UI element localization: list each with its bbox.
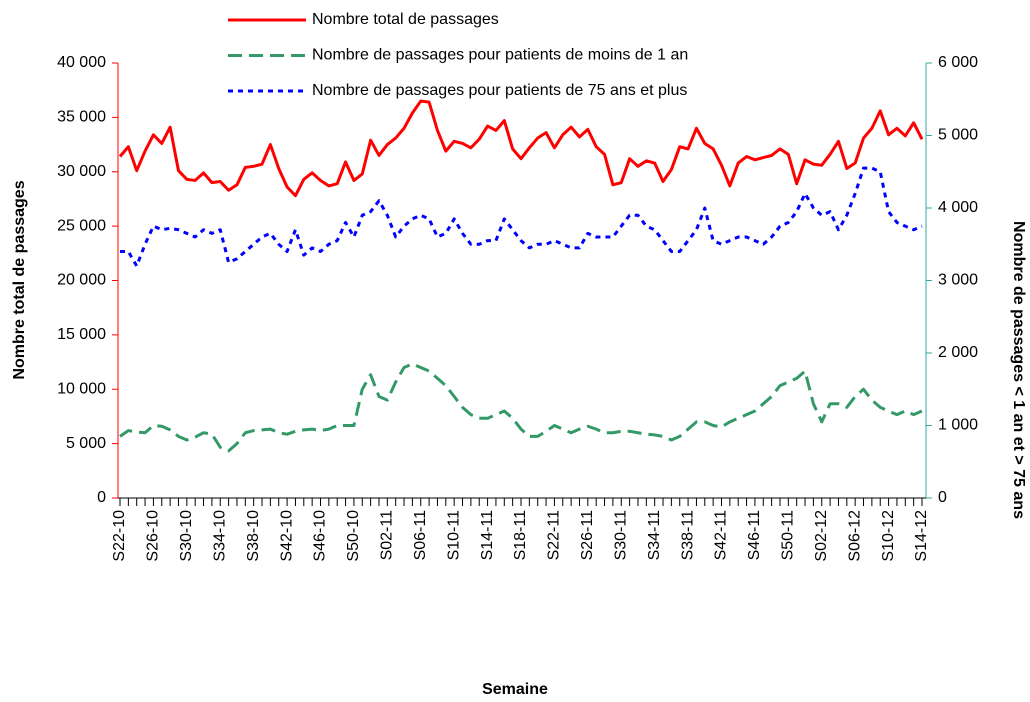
series-line: [118, 99, 924, 198]
x-tick-label: S06-12: [846, 510, 863, 562]
x-tick-label: S22-11: [546, 510, 563, 561]
x-tick-label: S46-10: [312, 510, 329, 562]
y-tick-label: 40 000: [57, 54, 106, 71]
series-line: [119, 362, 923, 453]
x-tick-label: S46-11: [746, 510, 763, 561]
y2-tick-label: 3 000: [938, 272, 978, 289]
x-tick-label: S42-11: [713, 510, 730, 561]
x-tick-label: S02-12: [813, 510, 830, 562]
y2-tick-label: 2 000: [938, 344, 978, 361]
y-tick-label: 15 000: [57, 326, 106, 343]
y2-tick-label: 6 000: [938, 54, 978, 71]
y-tick-label: 30 000: [57, 163, 106, 180]
x-tick-label: S34-10: [211, 510, 228, 562]
legend-label: Nombre de passages pour patients de 75 a…: [312, 82, 687, 99]
series-line: [120, 166, 923, 268]
y-tick-label: 25 000: [57, 217, 106, 234]
x-tick-label: S14-11: [479, 510, 496, 561]
x-tick-label: S26-10: [145, 510, 162, 562]
x-tick-label: S42-10: [278, 510, 295, 562]
y2-tick-label: 0: [938, 489, 947, 506]
y2-tick-label: 5 000: [938, 127, 978, 144]
x-tick-label: S26-11: [579, 510, 596, 561]
x-tick-label: S30-10: [178, 510, 195, 562]
x-tick-label: S10-11: [445, 510, 462, 561]
x-tick-label: S30-11: [612, 510, 629, 561]
x-tick-label: S38-10: [245, 510, 262, 562]
x-axis-title: Semaine: [482, 681, 548, 698]
x-tick-label: S50-10: [345, 510, 362, 562]
x-tick-label: S50-11: [780, 510, 797, 561]
y-axis-title: Nombre total de passages: [11, 180, 28, 379]
x-tick-label: S18-11: [512, 510, 529, 561]
x-tick-label: S34-11: [646, 510, 663, 561]
x-tick-label: S02-11: [379, 510, 396, 561]
y-tick-label: 5 000: [66, 435, 106, 452]
legend-label: Nombre de passages pour patients de moin…: [312, 47, 688, 64]
x-tick-label: S10-12: [880, 510, 897, 562]
y2-axis-title: Nombre de passages < 1 an et > 75 ans: [1010, 221, 1027, 519]
x-tick-label: S22-10: [111, 510, 128, 562]
legend-label: Nombre total de passages: [312, 11, 499, 28]
x-tick-label: S06-11: [412, 510, 429, 561]
y2-tick-label: 4 000: [938, 199, 978, 216]
y-tick-label: 10 000: [57, 380, 106, 397]
y-tick-label: 35 000: [57, 109, 106, 126]
x-tick-label: S14-12: [913, 510, 930, 562]
y-tick-label: 0: [97, 489, 106, 506]
y-tick-label: 20 000: [57, 272, 106, 289]
y2-tick-label: 1 000: [938, 417, 978, 434]
x-tick-label: S38-11: [679, 510, 696, 561]
